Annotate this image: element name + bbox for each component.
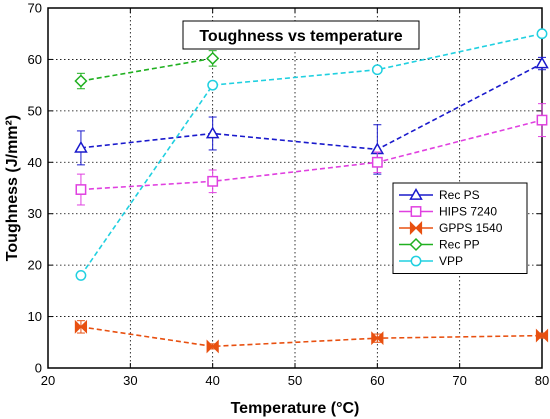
y-tick-label: 40 <box>28 155 42 170</box>
data-point-hips-7240 <box>371 156 383 168</box>
data-point-rec-pp <box>206 51 220 65</box>
data-point-gpps-1540 <box>535 328 549 343</box>
series-line-rec-ps <box>80 62 543 151</box>
series-rec-ps <box>74 56 549 175</box>
series <box>74 28 549 354</box>
legend-label-hips-7240: HIPS 7240 <box>439 205 497 219</box>
data-point-vpp <box>207 79 219 91</box>
x-tick-label: 70 <box>452 373 466 388</box>
data-point-rec-ps <box>74 140 88 153</box>
series-gpps-1540 <box>74 319 549 354</box>
legend-marker-vpp <box>410 255 422 267</box>
y-tick-label: 0 <box>35 361 42 376</box>
y-axis-label: Toughness (J/mm²) <box>4 115 21 261</box>
x-tick-label: 30 <box>123 373 137 388</box>
title-border <box>182 20 420 50</box>
data-point-hips-7240 <box>75 184 87 195</box>
series-rec-pp <box>74 50 220 90</box>
legend-entry-rec-ps: Rec PS <box>399 187 480 202</box>
data-point-gpps-1540 <box>371 331 384 346</box>
legend-marker-rec-ps <box>409 187 423 200</box>
y-tick-label: 60 <box>28 52 42 67</box>
legend-entry-rec-pp: Rec PP <box>399 238 480 252</box>
data-point-vpp <box>371 64 383 76</box>
y-tick-label: 50 <box>28 103 42 118</box>
series-line-hips-7240 <box>80 119 543 191</box>
y-tick-label: 30 <box>28 206 42 221</box>
legend-label-rec-pp: Rec PP <box>439 238 480 252</box>
y-tick-label: 10 <box>28 309 42 324</box>
chart-title-box: Toughness vs temperature <box>182 20 420 50</box>
series-line-gpps-1540 <box>80 326 543 348</box>
x-tick-label: 50 <box>288 373 302 388</box>
data-point-vpp <box>75 270 87 281</box>
legend-marker-gpps-1540 <box>409 221 423 235</box>
series-hips-7240 <box>75 103 548 206</box>
x-tick-label: 80 <box>535 373 549 388</box>
series-line-vpp <box>80 32 543 276</box>
legend-label-gpps-1540: GPPS 1540 <box>439 221 503 235</box>
data-point-rec-pp <box>74 74 88 88</box>
legend-label-vpp: VPP <box>439 254 463 268</box>
legend-marker-hips-7240 <box>410 206 422 217</box>
x-tick-label: 20 <box>41 373 55 388</box>
y-tick-label: 20 <box>28 258 42 273</box>
data-point-hips-7240 <box>207 175 219 187</box>
data-point-gpps-1540 <box>74 319 88 334</box>
ticks: 20 30 40 50 60 70 80 0 10 20 30 40 50 60 70 <box>28 1 550 389</box>
series-line-rec-pp <box>80 57 213 82</box>
legend-entry-hips-7240: HIPS 7240 <box>399 205 497 219</box>
legend-entry-gpps-1540: GPPS 1540 <box>399 221 503 235</box>
legend-label-rec-ps: Rec PS <box>439 188 480 202</box>
x-axis-label: Temperature (°C) <box>231 400 360 417</box>
x-tick-label: 60 <box>370 373 384 388</box>
series-vpp <box>75 28 548 281</box>
y-tick-label: 70 <box>28 1 42 16</box>
data-point-rec-ps <box>535 56 549 69</box>
data-point-rec-ps <box>205 126 220 139</box>
x-tick-label: 40 <box>205 373 219 388</box>
legend-marker-rec-pp <box>409 237 423 252</box>
legend: Rec PS HIPS 7240 GPPS 1540 Rec PP VPP <box>392 182 528 274</box>
legend-entry-vpp: VPP <box>399 254 463 268</box>
data-point-gpps-1540 <box>206 339 219 354</box>
data-point-hips-7240 <box>536 114 548 126</box>
data-point-vpp <box>536 28 548 40</box>
chart-title: Toughness vs temperature <box>199 28 402 45</box>
